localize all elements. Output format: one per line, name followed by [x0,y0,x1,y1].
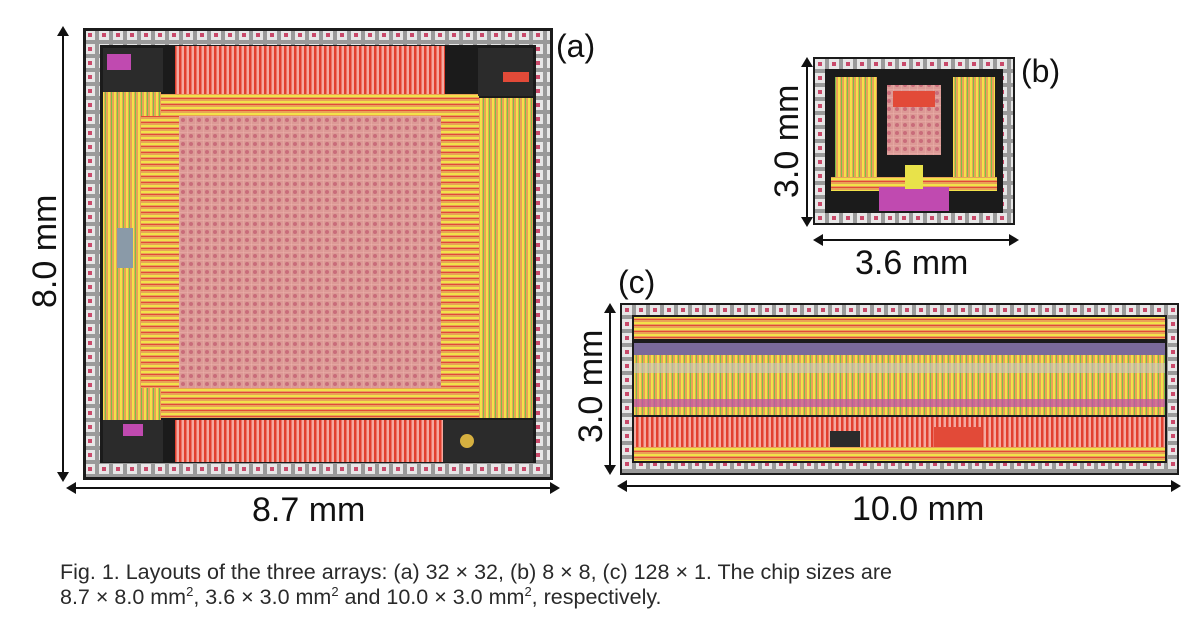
height-label-b: 3.0 mm [768,84,806,198]
caption-line-2: 8.7 × 8.0 mm2, 3.6 × 3.0 mm2 and 10.0 × … [60,585,1170,610]
chip-layout-b [813,57,1015,225]
height-arrow-b [801,57,813,227]
height-label-c: 3.0 mm [572,329,610,443]
width-label-a: 8.7 mm [252,491,366,529]
height-label-a: 8.0 mm [26,194,64,308]
height-arrow-a [57,26,69,482]
width-arrow-b [813,234,1019,246]
panel-label-b: (b) [1021,53,1061,89]
width-arrow-c [617,480,1181,492]
caption-tail: , respectively. [531,585,662,609]
figure-caption: Fig. 1. Layouts of the three arrays: (a)… [60,560,1170,610]
caption-line-1: Fig. 1. Layouts of the three arrays: (a)… [60,560,892,584]
chip-layout-a [83,28,553,480]
chip-layout-c [620,303,1179,475]
caption-sup-a: 2 [186,584,194,599]
width-arrow-a [66,482,560,494]
caption-size-a: 8.7 × 8.0 mm [60,585,187,609]
caption-sup-b: 2 [331,584,339,599]
width-label-b: 3.6 mm [855,244,969,282]
caption-size-b: , 3.6 × 3.0 mm [193,585,332,609]
panel-label-a: (a) [556,28,596,64]
panel-label-c: (c) [618,264,656,300]
caption-sup-c: 2 [524,584,532,599]
height-arrow-c [604,303,616,475]
caption-size-c: and 10.0 × 3.0 mm [338,585,525,609]
width-label-c: 10.0 mm [852,490,985,528]
